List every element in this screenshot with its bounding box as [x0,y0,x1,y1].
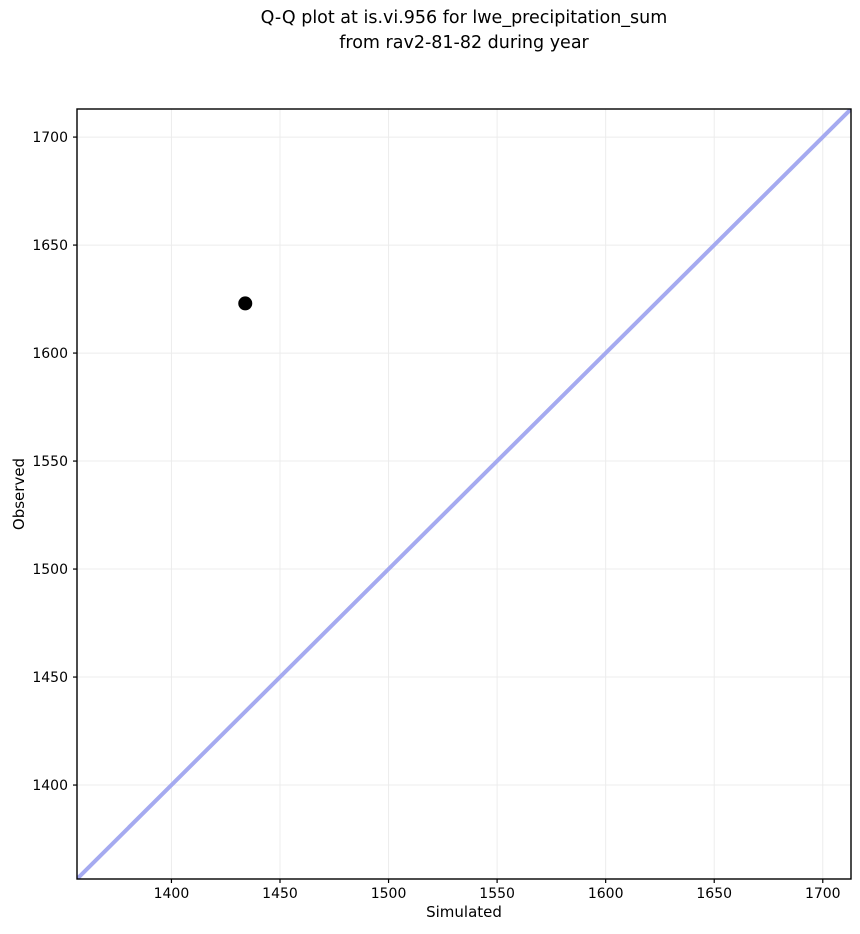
chart-title-line2: from rav2-81-82 during year [339,33,589,53]
x-tick-label: 1700 [805,886,841,902]
y-tick-label: 1400 [32,778,68,794]
y-tick-label: 1700 [32,130,68,146]
identity-line [77,109,851,879]
plot-area: 1400 1450 1500 1550 1600 1650 1700 1400 1450 1500… [32,108,852,902]
y-tick-label: 1500 [32,562,68,578]
y-tick-label: 1600 [32,346,68,362]
chart-title: Q-Q plot at is.vi.956 for lwe_precipitat… [77,6,851,56]
x-tick-label: 1650 [696,886,732,902]
x-axis-label: Simulated [426,903,502,921]
y-tick-label: 1550 [32,454,68,470]
x-tick-label: 1400 [154,886,190,902]
plot-border [76,108,852,880]
y-tick-label: 1450 [32,670,68,686]
chart-title-line1: Q-Q plot at is.vi.956 for lwe_precipitat… [260,8,668,28]
x-tick-label: 1600 [588,886,624,902]
x-tick-label: 1450 [262,886,298,902]
y-axis-label: Observed [9,109,29,879]
x-tick-label: 1500 [371,886,407,902]
data-point [238,296,253,311]
y-tick-label: 1650 [32,238,68,254]
plot-canvas: 1400 1450 1500 1550 1600 1650 1700 1400 1450 1500… [32,108,852,902]
y-axis-label-text: Observed [10,457,29,531]
x-tick-label: 1550 [479,886,515,902]
